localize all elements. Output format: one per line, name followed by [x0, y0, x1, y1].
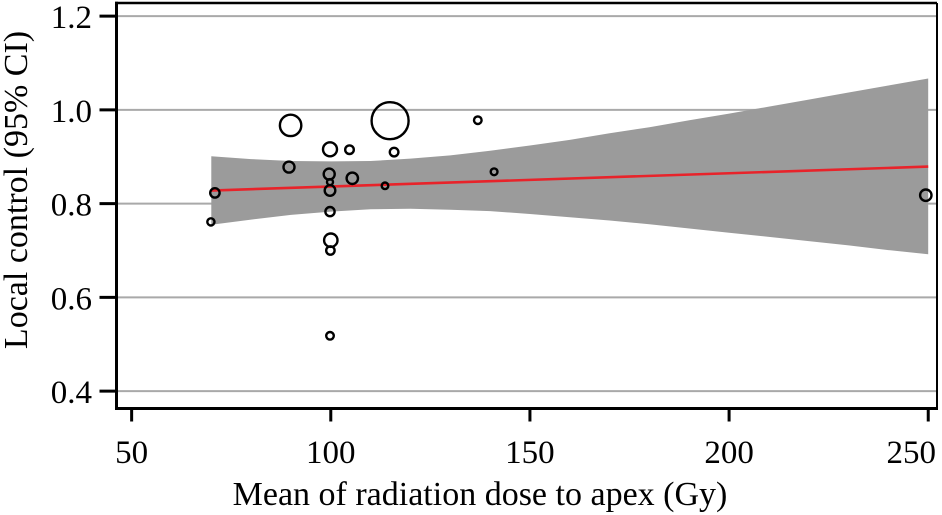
data-point — [370, 100, 410, 141]
x-tick-label: 250 — [887, 435, 937, 471]
data-point — [344, 144, 356, 156]
data-point — [321, 141, 339, 158]
data-point — [323, 183, 337, 197]
data-point — [380, 181, 390, 191]
data-point — [489, 167, 499, 177]
x-tick-label: 50 — [115, 435, 148, 471]
x-tick-label: 150 — [505, 435, 555, 471]
plot-frame — [115, 1, 938, 410]
x-tick-label: 100 — [306, 435, 356, 471]
x-tick-label: 200 — [704, 435, 754, 471]
data-point — [322, 232, 339, 249]
data-point — [324, 205, 336, 218]
data-point — [278, 113, 303, 138]
tick-labels: 1.2 1.0 0.8 0.6 0.4 50 100 150 200 250 — [51, 0, 936, 471]
data-point — [324, 245, 336, 256]
confidence-band-area — [211, 78, 929, 255]
data-point — [206, 217, 216, 227]
y-tick-label: 0.8 — [51, 188, 92, 224]
y-axis-label: Local control (95% CI) — [0, 31, 35, 349]
data-point — [472, 115, 483, 126]
x-axis-label: Mean of radiation dose to apex (Gy) — [233, 476, 728, 513]
axis-ticks — [99, 14, 930, 422]
data-point — [918, 188, 933, 203]
data-points — [206, 100, 933, 341]
data-point — [208, 186, 221, 199]
y-tick-label: 0.4 — [51, 375, 92, 411]
data-point — [388, 146, 400, 158]
regression-line-segment — [211, 165, 929, 192]
data-point — [345, 171, 360, 186]
data-point — [282, 160, 296, 174]
y-tick-label: 1.0 — [51, 94, 92, 130]
y-tick-label: 0.6 — [51, 281, 92, 317]
confidence-band — [211, 78, 929, 255]
y-tick-label: 1.2 — [51, 0, 92, 36]
regression-line — [211, 165, 929, 192]
data-point — [325, 330, 336, 341]
